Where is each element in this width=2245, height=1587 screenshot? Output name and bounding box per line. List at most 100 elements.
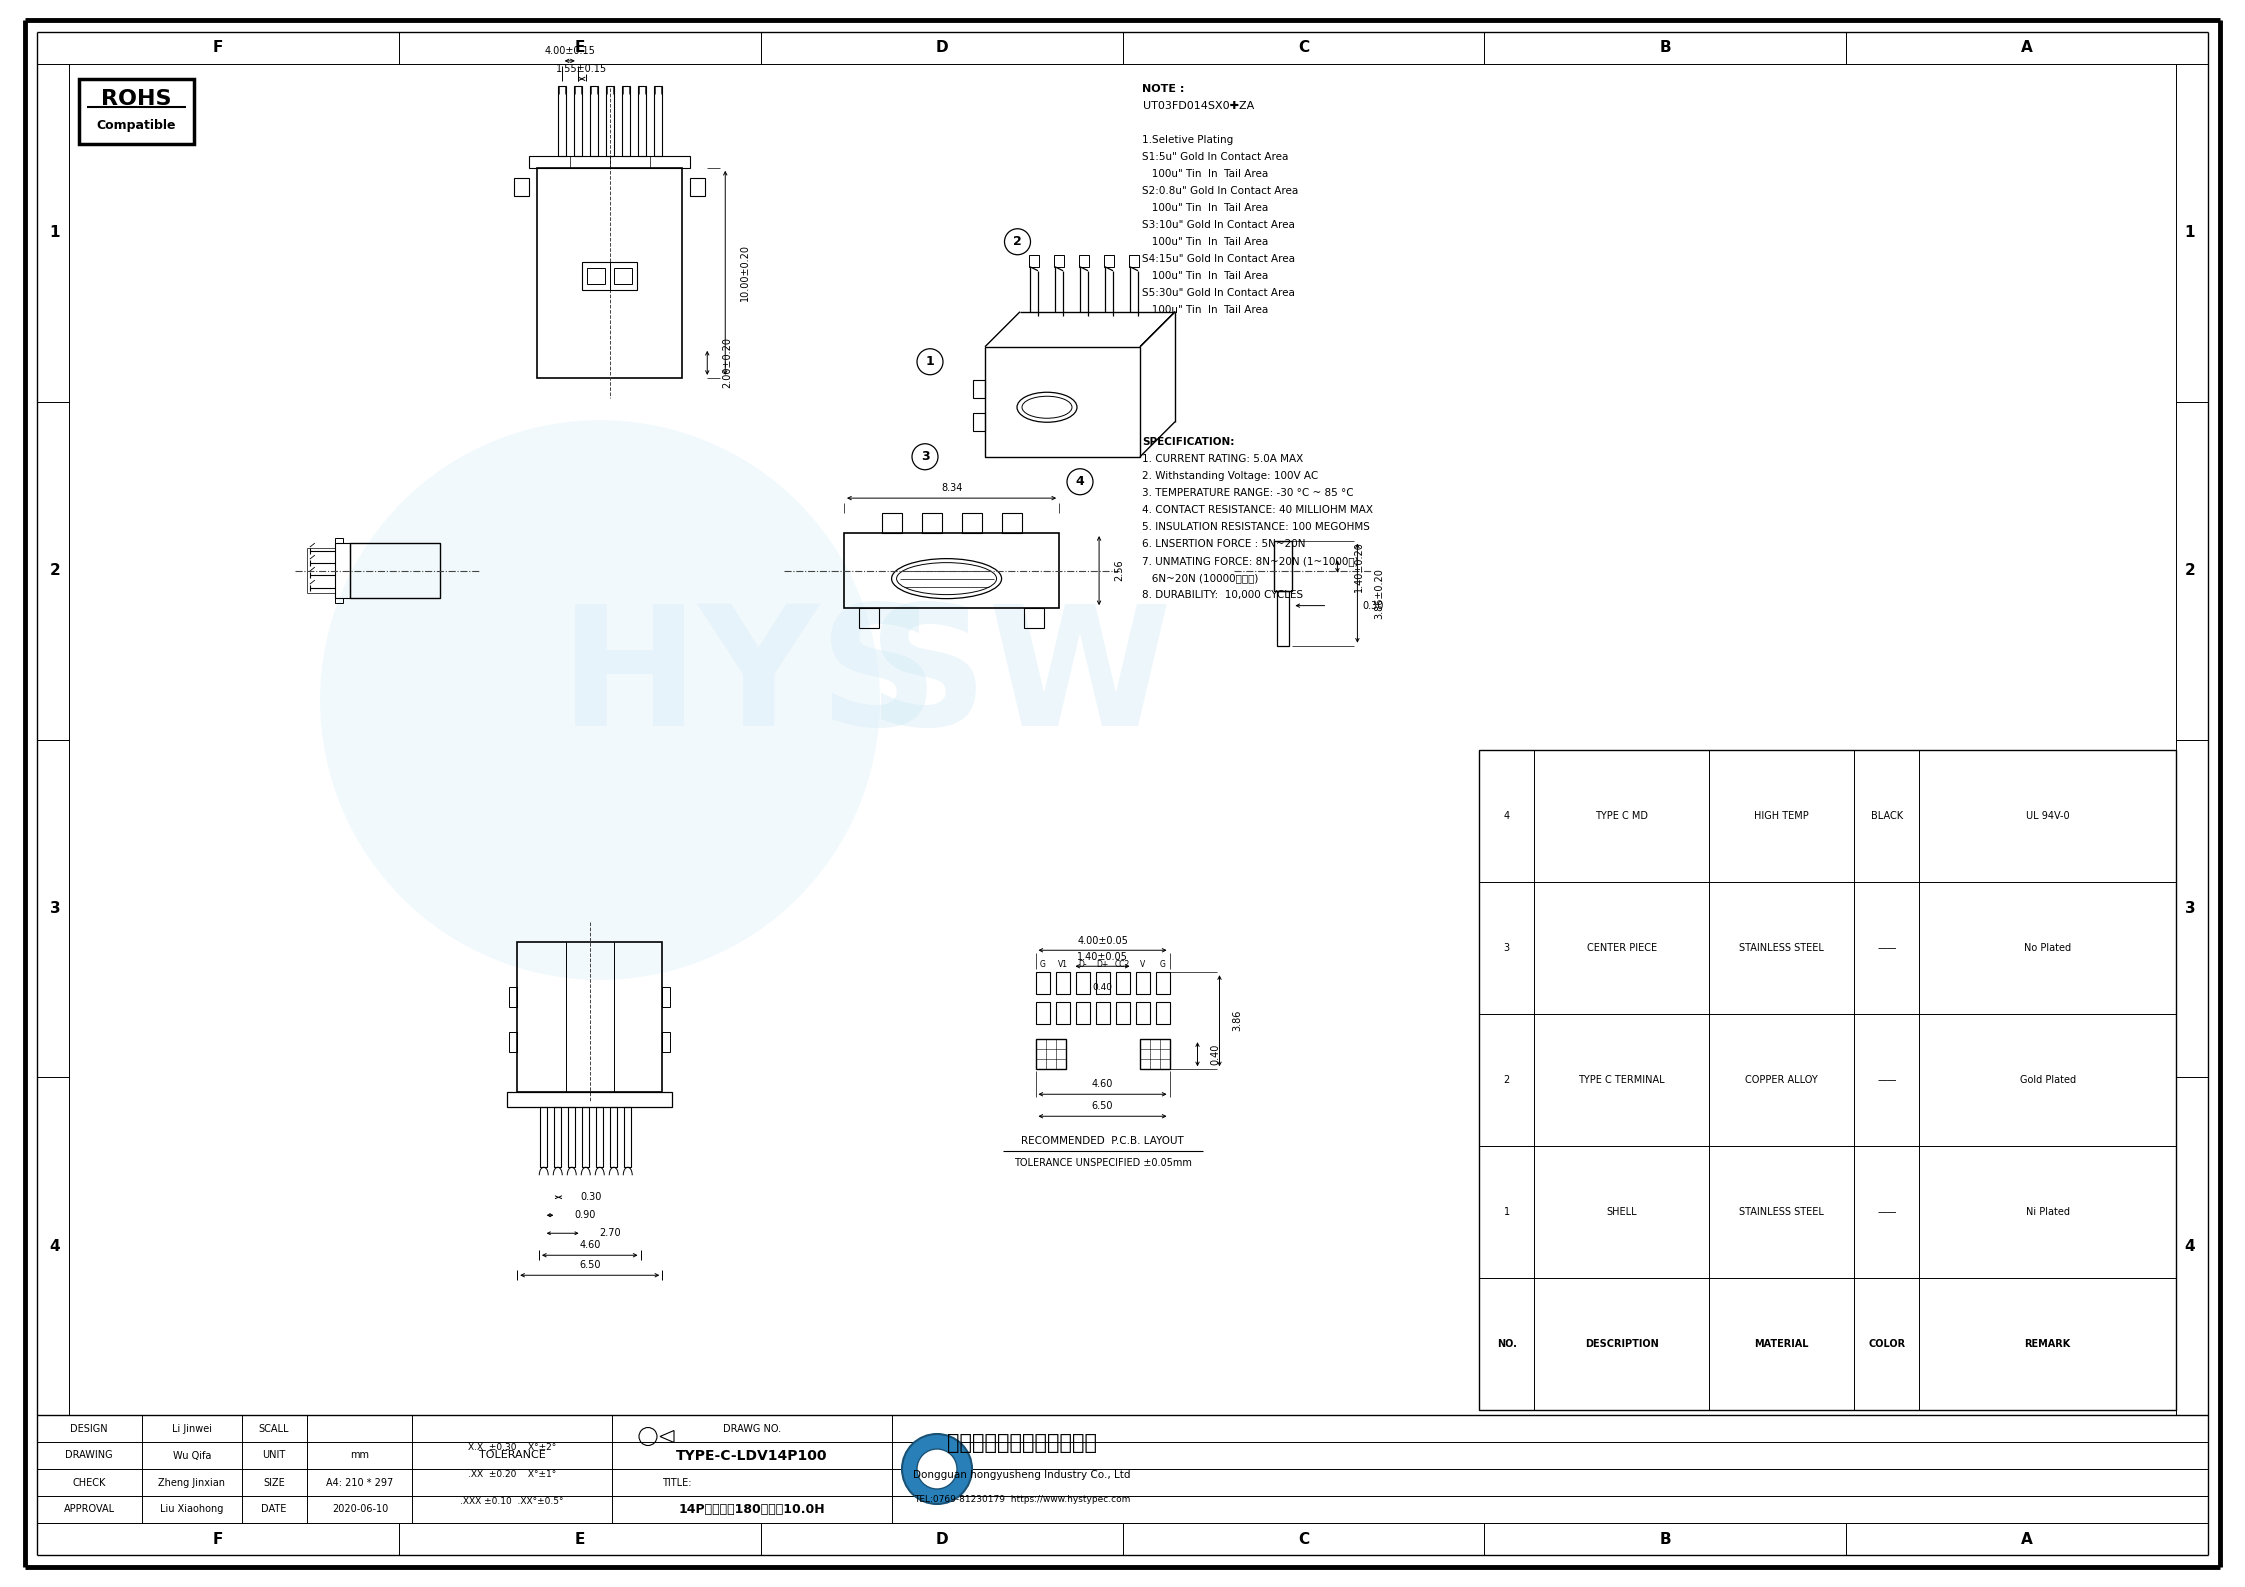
Text: 1.40±0.05: 1.40±0.05 bbox=[1078, 952, 1127, 962]
Bar bbox=[581, 1108, 588, 1168]
Text: S2:0.8u" Gold In Contact Area: S2:0.8u" Gold In Contact Area bbox=[1143, 186, 1300, 197]
Text: REMARK: REMARK bbox=[2025, 1339, 2070, 1349]
Bar bbox=[860, 608, 880, 628]
Text: 1: 1 bbox=[2184, 225, 2196, 240]
Bar bbox=[1053, 256, 1064, 267]
Text: 7. UNMATING FORCE: 8N~20N (1~1000次): 7. UNMATING FORCE: 8N~20N (1~1000次) bbox=[1143, 555, 1358, 565]
Bar bbox=[638, 86, 647, 156]
Text: TOLERANCE UNSPECIFIED ±0.05mm: TOLERANCE UNSPECIFIED ±0.05mm bbox=[1012, 1159, 1192, 1168]
Text: TYPE-C-LDV14P100: TYPE-C-LDV14P100 bbox=[676, 1449, 828, 1463]
Text: E: E bbox=[575, 1531, 586, 1546]
Text: F: F bbox=[213, 1531, 222, 1546]
Bar bbox=[662, 987, 671, 1008]
Bar bbox=[1080, 256, 1089, 267]
Text: 0.40: 0.40 bbox=[1093, 982, 1114, 992]
Text: 1. CURRENT RATING: 5.0A MAX: 1. CURRENT RATING: 5.0A MAX bbox=[1143, 454, 1304, 463]
Text: 3: 3 bbox=[49, 901, 61, 916]
Bar bbox=[1055, 973, 1069, 993]
Bar bbox=[1129, 256, 1138, 267]
Text: G: G bbox=[1039, 960, 1046, 968]
Text: 6. LNSERTION FORCE : 5N~20N: 6. LNSERTION FORCE : 5N~20N bbox=[1143, 538, 1307, 549]
Bar bbox=[689, 178, 705, 195]
Text: A: A bbox=[2020, 41, 2034, 56]
Bar bbox=[1105, 256, 1114, 267]
Bar bbox=[986, 346, 1140, 457]
Text: A4: 210 * 297: A4: 210 * 297 bbox=[326, 1477, 393, 1487]
Text: 2. Withstanding Voltage: 100V AC: 2. Withstanding Voltage: 100V AC bbox=[1143, 471, 1318, 481]
Text: S3:10u" Gold In Contact Area: S3:10u" Gold In Contact Area bbox=[1143, 221, 1295, 230]
Text: 100u" Tin  In  Tail Area: 100u" Tin In Tail Area bbox=[1143, 236, 1268, 248]
Text: DRAWG NO.: DRAWG NO. bbox=[723, 1424, 781, 1433]
Text: ROHS: ROHS bbox=[101, 89, 173, 110]
Text: 2: 2 bbox=[49, 563, 61, 578]
Text: CHECK: CHECK bbox=[72, 1477, 106, 1487]
Circle shape bbox=[321, 421, 880, 981]
Bar bbox=[530, 156, 689, 168]
Text: TYPE C MD: TYPE C MD bbox=[1596, 811, 1648, 820]
Text: E: E bbox=[575, 41, 586, 56]
Text: MATERIAL: MATERIAL bbox=[1756, 1339, 1809, 1349]
Text: 2.00±0.20: 2.00±0.20 bbox=[723, 338, 732, 389]
Text: COPPER ALLOY: COPPER ALLOY bbox=[1744, 1074, 1818, 1086]
Bar bbox=[1116, 1003, 1129, 1024]
Text: UNIT: UNIT bbox=[263, 1451, 285, 1460]
Text: 3: 3 bbox=[2184, 901, 2196, 916]
Text: UL 94V-0: UL 94V-0 bbox=[2025, 811, 2070, 820]
Text: 100u" Tin  In  Tail Area: 100u" Tin In Tail Area bbox=[1143, 271, 1268, 281]
Text: COLOR: COLOR bbox=[1868, 1339, 1906, 1349]
Bar bbox=[1035, 1003, 1048, 1024]
Text: G: G bbox=[1161, 960, 1165, 968]
Text: S5:30u" Gold In Contact Area: S5:30u" Gold In Contact Area bbox=[1143, 287, 1295, 298]
Text: CENTER PIECE: CENTER PIECE bbox=[1587, 943, 1657, 952]
Text: CC2: CC2 bbox=[1116, 960, 1129, 968]
Bar bbox=[923, 513, 941, 533]
Text: 东莞市宏煩盛实业有限公司: 东莞市宏煩盛实业有限公司 bbox=[947, 1433, 1098, 1454]
Circle shape bbox=[916, 1449, 956, 1489]
Text: 0.30: 0.30 bbox=[579, 1192, 602, 1203]
Text: C: C bbox=[1298, 41, 1309, 56]
Text: DRAWING: DRAWING bbox=[65, 1451, 112, 1460]
Bar bbox=[1075, 1003, 1089, 1024]
Text: Liu Xiaohong: Liu Xiaohong bbox=[159, 1504, 224, 1514]
Text: mm: mm bbox=[350, 1451, 370, 1460]
Text: STAINLESS STEEL: STAINLESS STEEL bbox=[1740, 1206, 1825, 1217]
Circle shape bbox=[902, 1435, 972, 1504]
Text: 1: 1 bbox=[49, 225, 61, 240]
Bar bbox=[1055, 1003, 1069, 1024]
Text: 3.86: 3.86 bbox=[1233, 1009, 1241, 1032]
Bar bbox=[882, 513, 902, 533]
Text: 4.00±0.15: 4.00±0.15 bbox=[543, 46, 595, 56]
Text: 8. DURABILITY:  10,000 CYCLES: 8. DURABILITY: 10,000 CYCLES bbox=[1143, 590, 1304, 600]
Bar bbox=[335, 538, 343, 543]
Text: 4: 4 bbox=[49, 1238, 61, 1254]
Text: SW: SW bbox=[869, 598, 1172, 762]
Text: SHELL: SHELL bbox=[1607, 1206, 1637, 1217]
Bar bbox=[972, 413, 986, 430]
Bar bbox=[1277, 590, 1289, 646]
Bar bbox=[507, 1092, 671, 1108]
Bar bbox=[1136, 1003, 1149, 1024]
Bar bbox=[1035, 1039, 1066, 1070]
Text: D+: D+ bbox=[1096, 960, 1109, 968]
Text: S1:5u" Gold In Contact Area: S1:5u" Gold In Contact Area bbox=[1143, 152, 1289, 162]
Text: 2.70: 2.70 bbox=[599, 1228, 622, 1238]
Text: No Plated: No Plated bbox=[2025, 943, 2072, 952]
Bar bbox=[606, 86, 613, 156]
Text: 2: 2 bbox=[1504, 1074, 1511, 1086]
Text: 4: 4 bbox=[1504, 811, 1511, 820]
Bar bbox=[79, 79, 193, 144]
Bar bbox=[1479, 749, 2175, 1409]
Bar bbox=[510, 987, 516, 1008]
Text: TEL:0769-81230179  https://www.hystypec.com: TEL:0769-81230179 https://www.hystypec.c… bbox=[914, 1495, 1129, 1504]
Bar bbox=[541, 1108, 548, 1168]
Bar bbox=[622, 86, 631, 156]
Text: V1: V1 bbox=[1057, 960, 1069, 968]
Text: 0.30: 0.30 bbox=[1363, 600, 1383, 611]
Text: ——: —— bbox=[1877, 1206, 1897, 1217]
Text: D-: D- bbox=[1078, 960, 1087, 968]
Text: 10.00±0.20: 10.00±0.20 bbox=[741, 244, 750, 302]
Bar bbox=[537, 168, 682, 378]
Text: 6N~20N (10000次之后): 6N~20N (10000次之后) bbox=[1143, 573, 1259, 582]
Text: ——: —— bbox=[1877, 943, 1897, 952]
Bar bbox=[514, 178, 530, 195]
